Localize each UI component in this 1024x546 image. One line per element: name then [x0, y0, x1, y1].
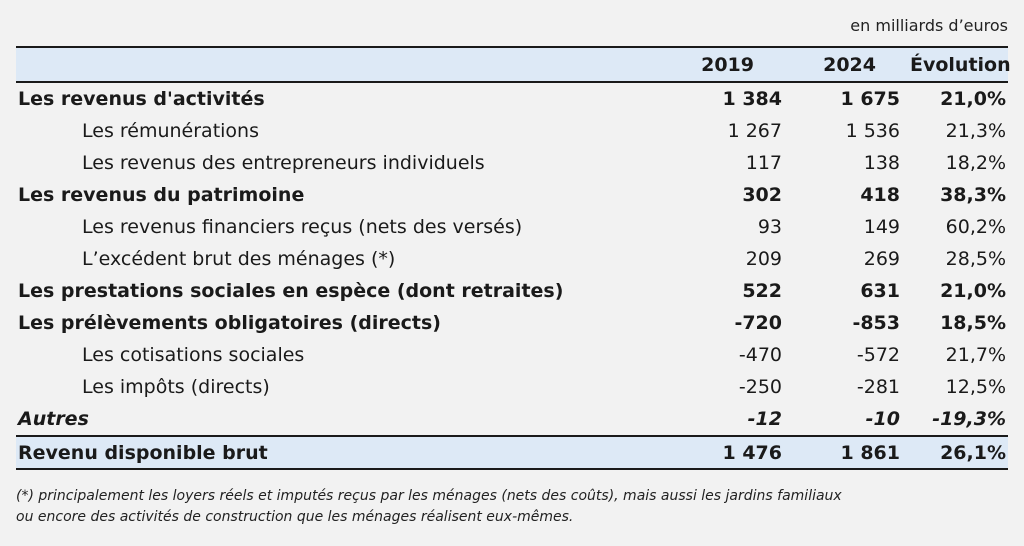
- footnote-line-1: (*) principalement les loyers réels et i…: [16, 488, 842, 504]
- value-evolution: 21,7%: [945, 344, 1006, 366]
- value-2024: -572: [856, 344, 900, 366]
- total-row: Revenu disponible brut 1 476 1 861 26,1%: [16, 435, 1008, 470]
- value-2019: 302: [742, 184, 782, 206]
- value-2019: 117: [745, 152, 782, 174]
- row-label: Revenu disponible brut: [16, 435, 678, 470]
- header-2019: 2019: [678, 46, 790, 83]
- table-row: Les impôts (directs) -250 -281 12,5%: [16, 371, 1008, 403]
- value-2024: 418: [860, 184, 900, 206]
- value-2019: -470: [738, 344, 782, 366]
- row-label: Autres: [18, 408, 89, 430]
- value-evolution: 18,5%: [940, 312, 1006, 334]
- value-2019: 522: [742, 280, 782, 302]
- row-label: L’excédent brut des ménages (*): [82, 248, 396, 270]
- value-2024: -10: [865, 408, 900, 430]
- value-2019: 1 267: [727, 120, 782, 142]
- value-evolution: 21,3%: [945, 120, 1006, 142]
- value-2024: -853: [852, 312, 900, 334]
- row-label: Les rémunérations: [82, 120, 259, 142]
- value-evolution: 28,5%: [945, 248, 1006, 270]
- value-2024: 631: [860, 280, 900, 302]
- value-evolution: 21,0%: [940, 280, 1006, 302]
- value-2019: -720: [734, 312, 782, 334]
- unit-label: en milliards d’euros: [850, 16, 1008, 35]
- value-evolution: 12,5%: [945, 376, 1006, 398]
- row-label: Les revenus financiers reçus (nets des v…: [82, 216, 523, 238]
- value-2024: -281: [856, 376, 900, 398]
- value-evolution: 21,0%: [940, 88, 1006, 110]
- value-2024: 1 675: [840, 88, 901, 110]
- value-evolution: 18,2%: [945, 152, 1006, 174]
- header-2024: 2024: [790, 46, 910, 83]
- row-label: Les prélèvements obligatoires (directs): [18, 312, 441, 334]
- value-2019: 209: [745, 248, 782, 270]
- table-row: Les revenus d'activités 1 384 1 675 21,0…: [16, 82, 1008, 115]
- income-table: 2019 2024 Évolution Les revenus d'activi…: [16, 46, 1011, 470]
- income-table-container: 2019 2024 Évolution Les revenus d'activi…: [16, 46, 1011, 470]
- row-label: Les revenus des entrepreneurs individuel…: [82, 152, 485, 174]
- header-row: 2019 2024 Évolution: [16, 46, 1011, 83]
- row-label: Les impôts (directs): [82, 376, 270, 398]
- table-row: Les prélèvements obligatoires (directs) …: [16, 307, 1008, 339]
- value-2019: 1 384: [722, 88, 783, 110]
- table-row: Les revenus financiers reçus (nets des v…: [16, 211, 1008, 243]
- table-row: Les revenus du patrimoine 302 418 38,3%: [16, 179, 1008, 211]
- value-2024: 1 536: [845, 120, 900, 142]
- row-label: Les revenus d'activités: [18, 88, 265, 110]
- value-evolution: 38,3%: [940, 184, 1006, 206]
- value-evolution: 26,1%: [910, 435, 1008, 470]
- value-2019: -12: [747, 408, 782, 430]
- table-row: Les cotisations sociales -470 -572 21,7%: [16, 339, 1008, 371]
- header-label: [16, 46, 678, 83]
- table-row: Les revenus des entrepreneurs individuel…: [16, 147, 1008, 179]
- footnote: (*) principalement les loyers réels et i…: [16, 486, 1006, 528]
- value-evolution: 60,2%: [945, 216, 1006, 238]
- row-label: Les cotisations sociales: [82, 344, 305, 366]
- header-evolution: Évolution: [910, 46, 1011, 83]
- row-label: Les prestations sociales en espèce (dont…: [18, 280, 564, 302]
- value-2024: 1 861: [790, 435, 910, 470]
- value-2024: 269: [863, 248, 900, 270]
- footnote-line-2: ou encore des activités de construction …: [16, 509, 574, 525]
- table-row: Autres -12 -10 -19,3%: [16, 403, 1008, 436]
- row-label: Les revenus du patrimoine: [18, 184, 305, 206]
- value-2024: 138: [863, 152, 900, 174]
- value-2019: 93: [757, 216, 782, 238]
- table-row: L’excédent brut des ménages (*) 209 269 …: [16, 243, 1008, 275]
- table-row: Les rémunérations 1 267 1 536 21,3%: [16, 115, 1008, 147]
- value-evolution: -19,3%: [932, 408, 1006, 430]
- value-2019: -250: [738, 376, 782, 398]
- value-2024: 149: [863, 216, 900, 238]
- table-row: Les prestations sociales en espèce (dont…: [16, 275, 1008, 307]
- value-2019: 1 476: [678, 435, 790, 470]
